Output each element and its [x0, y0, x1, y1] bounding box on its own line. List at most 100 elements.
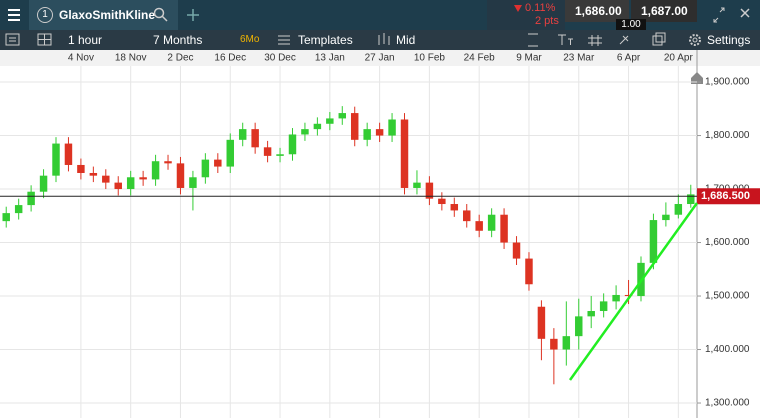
templates[interactable]: Templates: [298, 33, 353, 47]
candle-body: [525, 258, 533, 285]
x-tick-label: 18 Nov: [115, 53, 147, 64]
settings[interactable]: Settings: [707, 33, 751, 47]
settings-icon: [689, 34, 701, 46]
candle-body: [550, 338, 558, 350]
candle-body: [164, 161, 172, 164]
x-tick-label: 4 Nov: [68, 53, 94, 64]
last-price-label: 1,686.500: [701, 190, 750, 202]
y-tick-label: 1,300.000: [705, 398, 750, 409]
candle-body: [2, 213, 10, 222]
x-tick-label: 10 Feb: [414, 53, 446, 64]
candle-body: [674, 204, 683, 215]
instrument-name: GlaxoSmithKline: [59, 8, 156, 22]
candle-body: [487, 214, 496, 231]
spread: 1.00: [616, 19, 646, 30]
candle-body: [151, 161, 160, 180]
y-tick-label: 1,500.000: [705, 291, 750, 302]
candle-body: [500, 214, 508, 243]
x-tick-label: 9 Mar: [516, 53, 542, 64]
candle-body: [14, 205, 23, 214]
candle-body: [77, 164, 85, 173]
candle-body: [89, 172, 98, 176]
x-tick-label: 23 Mar: [563, 53, 595, 64]
candle-body: [425, 182, 434, 199]
window-icons[interactable]: [700, 0, 760, 30]
candle-body: [338, 113, 347, 119]
candle-body: [201, 159, 210, 178]
range-badge[interactable]: 6Mo: [240, 34, 260, 45]
x-tick-label: 24 Feb: [464, 53, 496, 64]
candle-body: [475, 221, 483, 231]
candle-body: [139, 177, 147, 180]
candle-body: [288, 134, 297, 155]
candle-body: [575, 316, 583, 337]
toolbar-icons-left[interactable]: [0, 30, 60, 50]
search-icon[interactable]: [153, 7, 169, 23]
candle-body: [114, 182, 122, 190]
candle-body: [450, 204, 459, 211]
candle-body: [400, 119, 409, 188]
candle-body: [587, 311, 595, 317]
candle-body: [251, 129, 259, 148]
instrument-tab[interactable]: 1 GlaxoSmithKline: [29, 0, 178, 30]
y-tick-label: 1,900.000: [705, 77, 750, 88]
x-tick-label: 30 Dec: [264, 53, 296, 64]
candle-body: [649, 220, 658, 263]
chart: 1,300.0001,400.0001,500.0001,600.0001,70…: [0, 50, 760, 418]
y-tick-label: 1,600.000: [705, 237, 750, 248]
last-price-box: [697, 188, 760, 205]
chart-toolbar: 1 hour 7 Months 6Mo Templates Mid Settin…: [0, 30, 760, 50]
price-type[interactable]: Mid: [396, 33, 416, 47]
candle-body: [238, 129, 247, 140]
candle-body: [102, 175, 110, 183]
candle-body: [363, 129, 371, 140]
x-tick-label: 2 Dec: [167, 53, 193, 64]
candle-body: [276, 154, 284, 156]
candle-body: [326, 118, 334, 124]
candle-body: [52, 143, 60, 176]
down-arrow: [514, 5, 522, 12]
change-percent: 0.11%: [525, 2, 556, 14]
candle-body: [388, 119, 396, 136]
candle-body: [624, 294, 633, 297]
candle-body: [301, 129, 309, 135]
candle-body: [562, 336, 571, 350]
candle-body: [39, 175, 48, 192]
add-tab[interactable]: [186, 8, 200, 22]
interval[interactable]: 1 hour: [68, 33, 103, 47]
candle-body: [612, 294, 620, 302]
candle-body: [413, 182, 421, 188]
x-tick-label: 16 Dec: [214, 53, 246, 64]
candle-body: [463, 210, 471, 222]
tab-number: 1: [37, 7, 53, 23]
change-box: 0.11% 2 pts: [487, 0, 565, 30]
trend-line: [568, 202, 699, 381]
candle-body: [176, 163, 185, 188]
buy-price: 1,687.00: [641, 4, 688, 18]
sell-button[interactable]: 1,686.00: [565, 0, 629, 22]
sell-price: 1,686.00: [575, 4, 622, 18]
candle-body: [350, 113, 359, 140]
candle-body: [189, 177, 197, 188]
change-points: 2 pts: [535, 15, 559, 27]
scroll-marker: [691, 72, 703, 84]
x-tick-label: 6 Apr: [617, 53, 641, 64]
toolbar-icons-right[interactable]: [518, 30, 698, 50]
menu-icon[interactable]: [0, 0, 28, 30]
date-axis-bg: [0, 50, 760, 66]
candle-body: [687, 194, 695, 205]
x-tick-label: 20 Apr: [664, 53, 694, 64]
y-tick-label: 1,400.000: [705, 344, 750, 355]
buy-button[interactable]: 1,687.00: [631, 0, 697, 22]
price-type-icon: [378, 33, 390, 45]
range[interactable]: 7 Months: [153, 33, 203, 47]
candle-body: [263, 147, 272, 156]
candle-body: [313, 123, 322, 130]
candle-body: [375, 129, 384, 136]
candle-body: [126, 177, 135, 190]
candle-body: [226, 139, 234, 167]
x-tick-label: 13 Jan: [315, 53, 345, 64]
candle-body: [599, 301, 608, 312]
templates-icon: [278, 35, 290, 45]
